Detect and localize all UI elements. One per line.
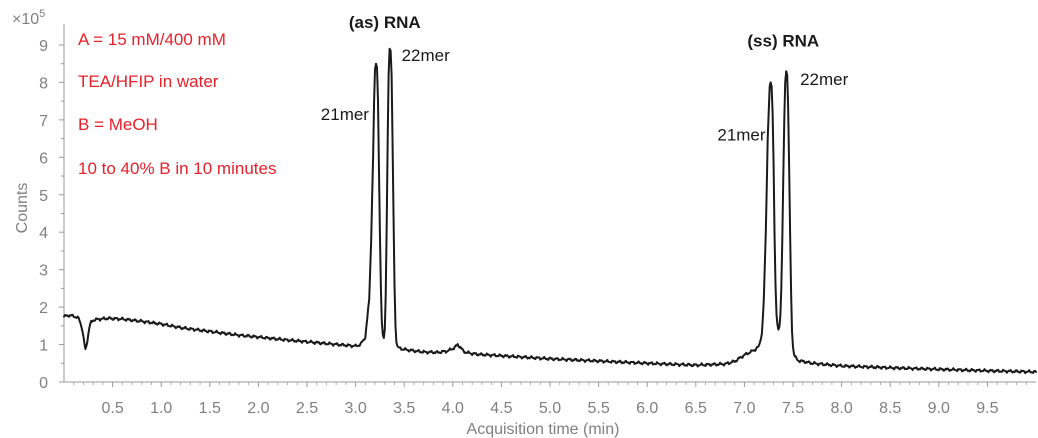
y-tick-label: 3 — [39, 263, 48, 280]
y-tick-label: 2 — [39, 300, 48, 317]
x-tick-label: 5.5 — [587, 400, 609, 417]
y-axis-title: Counts — [14, 183, 31, 234]
x-axis-title: Acquisition time (min) — [467, 421, 620, 438]
x-tick-label: 4.5 — [490, 400, 512, 417]
y-tick-label: 4 — [39, 225, 48, 242]
x-tick-label: 1.0 — [150, 400, 172, 417]
x-tick-label: 6.5 — [685, 400, 707, 417]
peak-label: 21mer — [717, 125, 766, 144]
peak-annotations: (as) RNA (ss) RNA 21mer 22mer 21mer 22mer — [321, 13, 849, 144]
y-tick-label: 1 — [39, 338, 48, 355]
x-tick-label: 7.0 — [733, 400, 755, 417]
x-tick-label: 4.0 — [442, 400, 464, 417]
condition-line: TEA/HFIP in water — [78, 72, 219, 91]
condition-line: B = MeOH — [78, 115, 158, 134]
y-tick-label: 9 — [39, 38, 48, 55]
x-tick-label: 8.0 — [830, 400, 852, 417]
condition-line: A = 15 mM/400 mM — [78, 30, 226, 49]
y-tick-label: 5 — [39, 188, 48, 205]
y-tick-label: 8 — [39, 75, 48, 92]
x-tick-label: 2.0 — [247, 400, 269, 417]
y-tick-label: 0 — [39, 375, 48, 392]
y-tick-label: 6 — [39, 150, 48, 167]
peak-group-label: (ss) RNA — [747, 32, 819, 51]
x-tick-label: 3.5 — [393, 400, 415, 417]
y-tick-label: 7 — [39, 113, 48, 130]
y-axis-multiplier: ×105 — [12, 8, 45, 28]
x-tick-label: 3.0 — [344, 400, 366, 417]
x-tick-label: 5.0 — [539, 400, 561, 417]
x-tick-label: 1.5 — [199, 400, 221, 417]
condition-line: 10 to 40% B in 10 minutes — [78, 159, 276, 178]
peak-label: 22mer — [402, 46, 451, 65]
x-tick-label: 9.5 — [976, 400, 998, 417]
peak-group-label: (as) RNA — [349, 13, 421, 32]
x-tick-label: 8.5 — [879, 400, 901, 417]
conditions-annotation: A = 15 mM/400 mM TEA/HFIP in water B = M… — [78, 30, 276, 178]
peak-label: 21mer — [321, 105, 370, 124]
chromatogram-trace — [63, 47, 1037, 375]
x-tick-label: 0.5 — [101, 400, 123, 417]
x-tick-label: 6.0 — [636, 400, 658, 417]
x-tick-label: 9.0 — [928, 400, 950, 417]
peak-label: 22mer — [800, 70, 849, 89]
x-tick-label: 2.5 — [296, 400, 318, 417]
tick-labels: 0 1 2 3 4 5 6 7 8 9 0.5 1.0 1.5 2.0 2.5 3.0 3.5 4.0 4.5 5.0… — [39, 38, 1027, 417]
x-tick-label: 7.5 — [782, 400, 804, 417]
